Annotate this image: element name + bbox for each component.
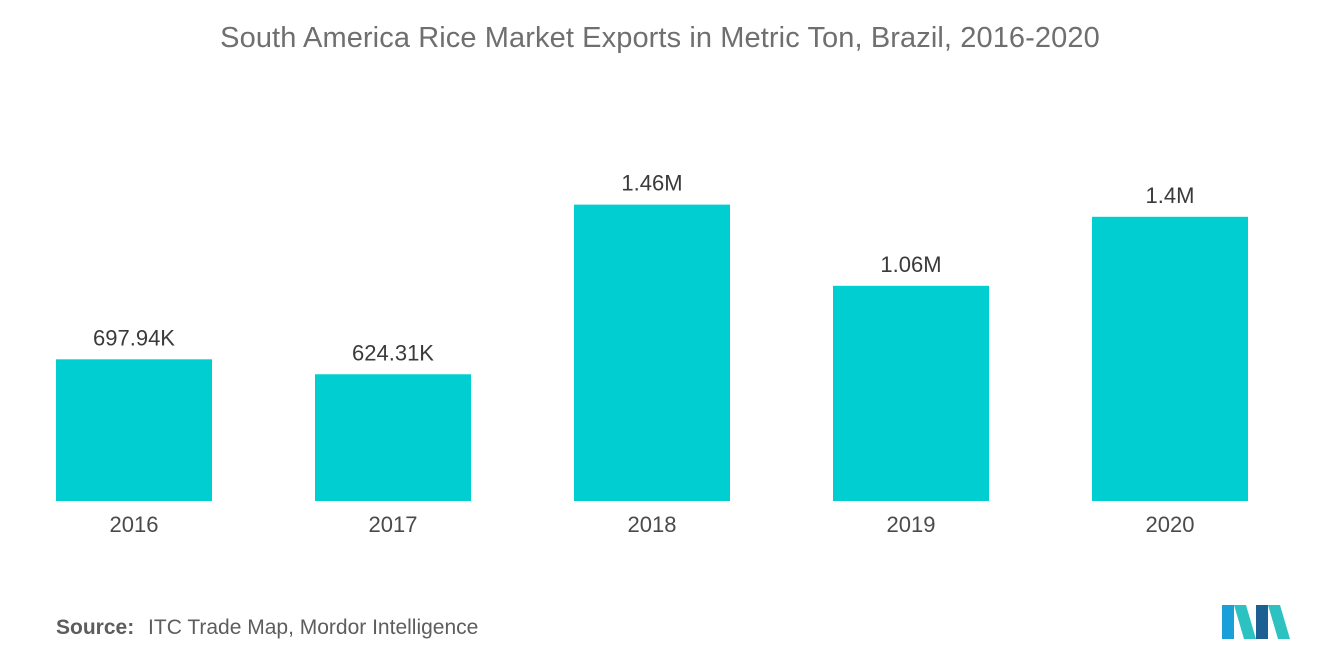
source-label: Source: — [56, 616, 135, 639]
x-tick-label-2017: 2017 — [369, 512, 418, 537]
x-tick-label-2016: 2016 — [110, 512, 159, 537]
bar-2016 — [56, 359, 212, 501]
bar-2019 — [833, 285, 989, 501]
data-label-2016: 697.94K — [93, 325, 175, 350]
logo-shape-left — [1222, 605, 1234, 639]
x-tick-label-2020: 2020 — [1146, 512, 1195, 537]
data-label-2017: 624.31K — [352, 340, 434, 365]
x-tick-label-2019: 2019 — [887, 512, 936, 537]
data-label-2019: 1.06M — [880, 252, 941, 277]
x-tick-label-2018: 2018 — [628, 512, 677, 537]
bar-2017 — [315, 374, 471, 501]
mordor-intelligence-logo-icon — [1222, 605, 1290, 639]
logo-shape-right — [1268, 605, 1290, 639]
logo-shape-mid-left — [1234, 605, 1256, 639]
data-label-2018: 1.46M — [621, 171, 682, 196]
bar-2018 — [574, 204, 730, 501]
source-note: Source: ITC Trade Map, Mordor Intelligen… — [56, 616, 478, 640]
chart-title: South America Rice Market Exports in Met… — [220, 22, 1100, 54]
source-text: ITC Trade Map, Mordor Intelligence — [148, 616, 479, 639]
bar-2020 — [1092, 216, 1248, 502]
data-label-2020: 1.4M — [1146, 183, 1195, 208]
logo-shape-mid-right — [1256, 605, 1268, 639]
